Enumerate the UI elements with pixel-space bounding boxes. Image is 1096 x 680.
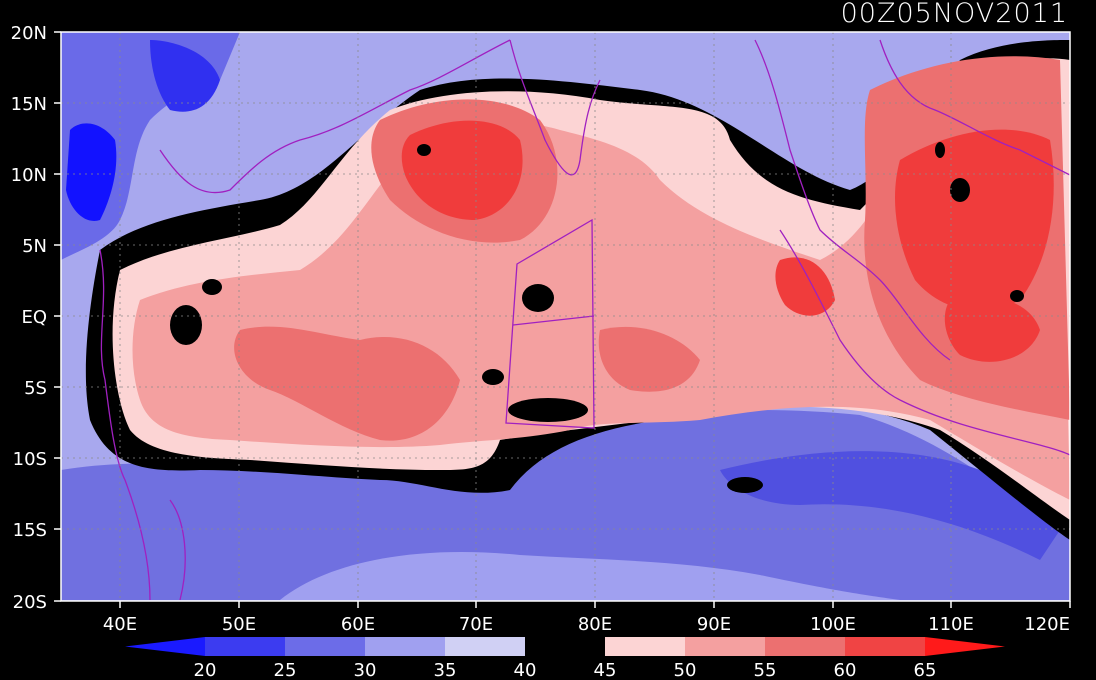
y-label: 20N (11, 23, 47, 44)
field-core-borneo (944, 296, 1040, 362)
y-label: EQ (21, 307, 47, 328)
field-south-light (280, 552, 900, 600)
colorbar-label: 65 (914, 660, 937, 680)
region-box (505, 218, 595, 429)
colorbar-label: 35 (434, 660, 457, 680)
colorbar-segment (205, 637, 285, 656)
map-field (61, 32, 1070, 601)
axis-ticks (54, 31, 1071, 608)
x-label: 120E (1024, 614, 1070, 635)
y-label: 15S (13, 520, 47, 541)
x-label: 70E (459, 614, 493, 635)
colorbar-segment (285, 637, 365, 656)
y-axis-labels: 20N 15N 10N 5N EQ 5S 10S 15S 20S (11, 23, 47, 613)
x-label: 100E (810, 614, 856, 635)
coastlines (99, 39, 1070, 601)
colorbar-arrow-right (925, 637, 1005, 656)
colorbar-segment (445, 637, 525, 656)
colorbar-label: 55 (754, 660, 777, 680)
y-label: 5S (24, 378, 47, 399)
field-black-spots (170, 142, 1024, 493)
colorbar: 20 25 30 35 40 45 50 55 60 65 (125, 637, 1005, 680)
colorbar-label: 20 (194, 660, 217, 680)
colorbar-segment (765, 637, 845, 656)
colorbar-label: 60 (834, 660, 857, 680)
colorbar-arrow-left (125, 637, 205, 656)
y-label: 10S (13, 449, 47, 470)
colorbar-label: 50 (674, 660, 697, 680)
field-patch-central (598, 326, 700, 392)
x-label: 110E (928, 614, 974, 635)
colorbar-label: 30 (354, 660, 377, 680)
colorbar-segment (685, 637, 765, 656)
field-arabia-blue (150, 40, 220, 112)
colorbar-segment (525, 637, 605, 656)
region-box-divider (512, 315, 595, 326)
colorbar-segment (605, 637, 685, 656)
colorbar-label: 40 (514, 660, 537, 680)
field-core-scs (895, 129, 1054, 311)
x-label: 60E (341, 614, 375, 635)
x-axis-labels: 40E 50E 60E 70E 80E 90E 100E 110E 120E (103, 614, 1070, 635)
colorbar-label: 45 (594, 660, 617, 680)
colorbar-segment (365, 637, 445, 656)
field-patch-south (234, 326, 460, 441)
x-label: 90E (697, 614, 731, 635)
y-label: 10N (11, 165, 47, 186)
field-nw-core (66, 123, 117, 221)
grid-lines (61, 32, 1070, 601)
y-label: 20S (13, 592, 47, 613)
x-label: 80E (578, 614, 612, 635)
colorbar-segment (845, 637, 925, 656)
x-label: 50E (222, 614, 256, 635)
colorbar-label: 25 (274, 660, 297, 680)
field-south-dark (720, 451, 1060, 560)
field-core-arabian (401, 120, 523, 220)
y-label: 5N (22, 236, 47, 257)
page-title: 00Z05NOV2011 (840, 0, 1068, 29)
x-label: 40E (103, 614, 137, 635)
y-label: 15N (11, 94, 47, 115)
